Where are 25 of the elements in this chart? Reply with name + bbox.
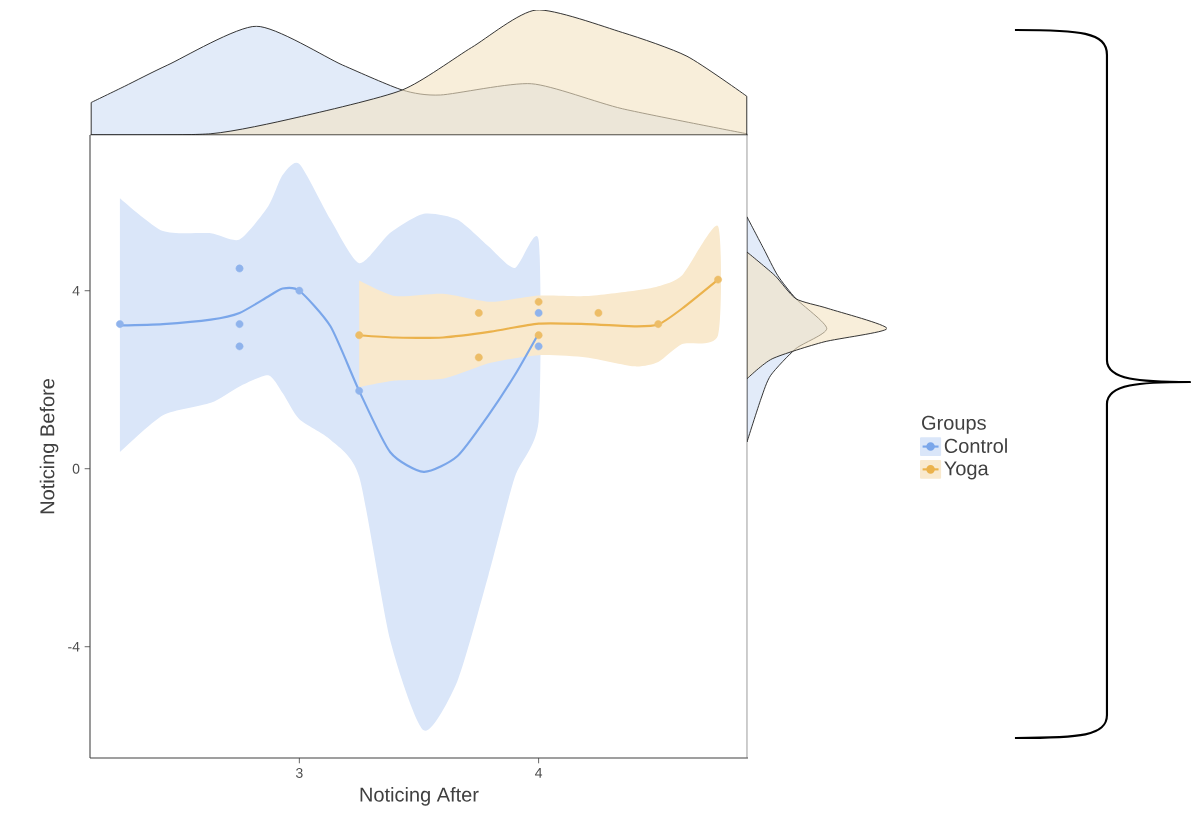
- point: [534, 309, 543, 317]
- y-tick-label: 0: [72, 463, 80, 474]
- y-tick-label: 4: [72, 285, 80, 296]
- point: [534, 297, 543, 306]
- y-axis-title: Noticing Before: [39, 379, 59, 514]
- point: [594, 309, 603, 317]
- point: [355, 331, 364, 340]
- x-axis-title: Noticing After: [360, 787, 479, 806]
- point: [474, 353, 483, 362]
- point: [474, 309, 483, 317]
- point: [235, 342, 244, 351]
- point: [654, 320, 663, 328]
- point: [235, 320, 244, 328]
- legend-label: Control: [944, 438, 1007, 454]
- point: [295, 286, 304, 295]
- point: [534, 342, 543, 351]
- point: [116, 320, 124, 328]
- point: [714, 275, 722, 284]
- point: [534, 331, 543, 340]
- legend-label: Yoga: [944, 461, 989, 480]
- x-tick-label: 3: [295, 768, 303, 778]
- y-tick-label: -4: [68, 641, 80, 652]
- point: [355, 386, 364, 395]
- point: [235, 264, 244, 273]
- legend-title: Groups: [922, 415, 986, 434]
